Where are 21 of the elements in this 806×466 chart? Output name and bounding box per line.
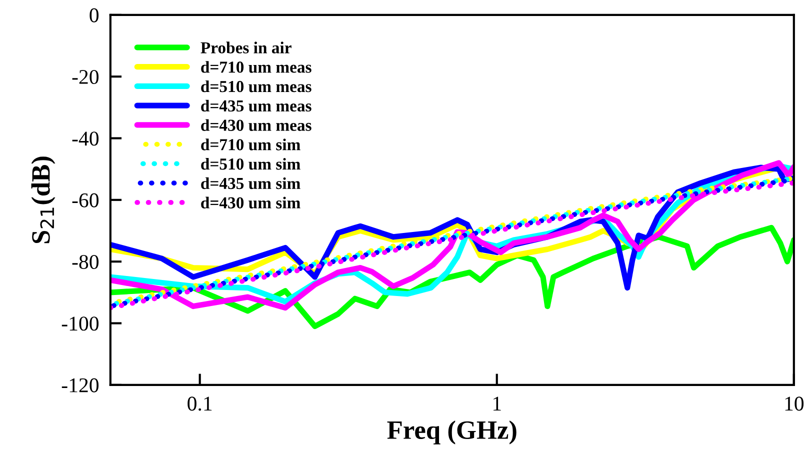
x-axis-title: Freq (GHz) bbox=[387, 420, 516, 444]
y-tick-label: -40 bbox=[72, 132, 99, 146]
legend-label: d=510 um sim bbox=[201, 158, 300, 170]
y-tick-label: -20 bbox=[72, 70, 99, 84]
legend-label: d=710 um meas bbox=[201, 61, 312, 73]
legend-label: d=710 um sim bbox=[201, 138, 300, 150]
y-tick-label: -100 bbox=[62, 316, 99, 331]
y-axis-title: S$_{21}$(dB) bbox=[31, 156, 56, 244]
y-tick-label: -120 bbox=[62, 378, 99, 392]
legend-label: d=510 um meas bbox=[201, 80, 312, 92]
x-tick-label: 0.1 bbox=[188, 396, 212, 411]
legend-label: Probes in air bbox=[200, 42, 292, 54]
legend-label: d=430 um sim bbox=[201, 196, 300, 209]
legend-label: d=435 um meas bbox=[201, 100, 312, 112]
y-tick-label: -60 bbox=[72, 193, 99, 208]
y-tick-label: 0 bbox=[90, 8, 99, 22]
y-tick-label: -80 bbox=[72, 254, 99, 270]
x-tick-label: 10 bbox=[785, 396, 804, 411]
x-tick-label: 1 bbox=[494, 396, 501, 410]
legend-label: d=430 um meas bbox=[201, 119, 312, 131]
legend-label: d=435 um sim bbox=[201, 177, 300, 190]
